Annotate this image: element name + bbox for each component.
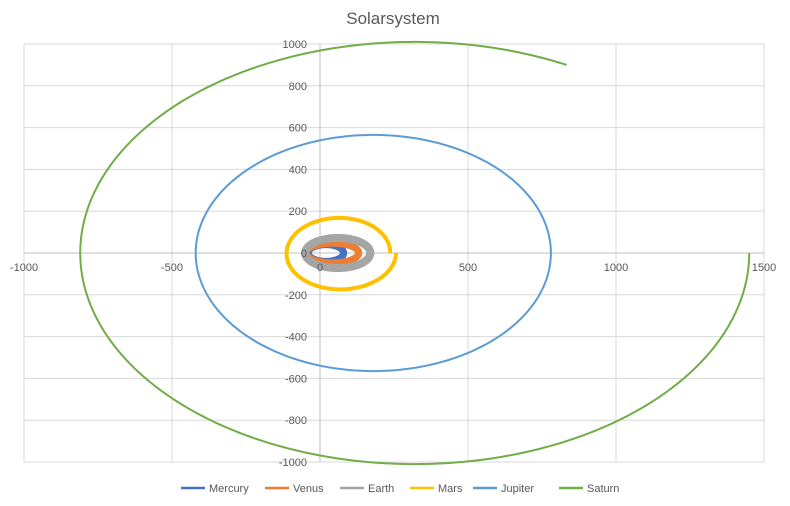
legend-label: Saturn [587, 483, 619, 495]
legend-label: Earth [368, 483, 394, 495]
y-tick-label: 0 [301, 248, 307, 260]
series-saturn-orbit [79, 40, 751, 466]
x-tick-label: 1000 [604, 262, 628, 274]
series-mars-orbit [284, 215, 399, 292]
y-tick-label: -1000 [279, 457, 307, 469]
x-tick-label: 0 [317, 262, 323, 274]
plot-series [79, 40, 751, 466]
y-tick-label: -800 [285, 415, 307, 427]
legend-item-saturn: Saturn [559, 483, 619, 495]
chart-title: Solarsystem [346, 9, 440, 28]
legend-label: Venus [293, 483, 324, 495]
x-tick-label: -500 [161, 262, 183, 274]
y-tick-label: 800 [289, 81, 307, 93]
x-tick-label: 500 [459, 262, 477, 274]
y-tick-label: -400 [285, 332, 307, 344]
legend-label: Mercury [209, 483, 249, 495]
legend-item-earth: Earth [340, 483, 394, 495]
tick-labels: -1000 -500 0 500 1000 1500 -1000 -800 -600 -400 -2… [10, 39, 776, 469]
legend-label: Jupiter [501, 483, 534, 495]
y-tick-label: -600 [285, 373, 307, 385]
y-tick-label: 200 [289, 206, 307, 218]
legend-item-mars: Mars [410, 483, 463, 495]
y-tick-label: -200 [285, 290, 307, 302]
y-tick-label: 400 [289, 164, 307, 176]
series-earth-orbit [301, 233, 375, 273]
legend-item-venus: Venus [265, 483, 324, 495]
series-jupiter-orbit [194, 133, 552, 373]
legend-label: Mars [438, 483, 463, 495]
x-tick-label: 1500 [752, 262, 776, 274]
legend-item-jupiter: Jupiter [473, 483, 534, 495]
y-tick-label: 1000 [283, 39, 307, 51]
legend: Mercury Venus Earth Mars Jupiter Saturn [181, 483, 619, 495]
legend-item-mercury: Mercury [181, 483, 249, 495]
axes [24, 44, 764, 462]
y-tick-label: 600 [289, 123, 307, 135]
x-tick-label: -1000 [10, 262, 38, 274]
